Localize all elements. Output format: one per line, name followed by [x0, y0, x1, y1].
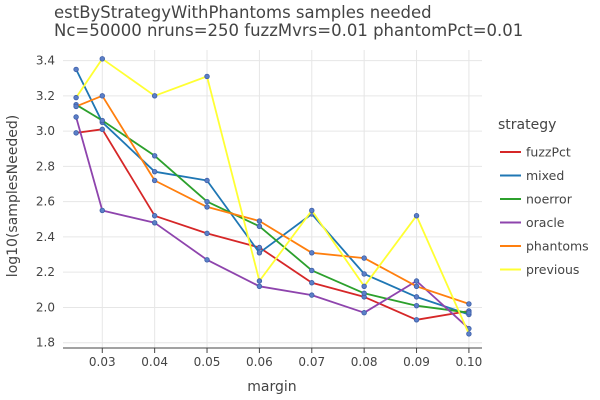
- data-point: [204, 198, 210, 205]
- x-tick-label: 0.08: [351, 355, 378, 369]
- data-point: [361, 283, 367, 289]
- series-layer: [73, 56, 472, 337]
- series-line-previous: [75, 57, 470, 335]
- legend-item-oracle: oracle: [500, 215, 565, 230]
- data-point: [256, 278, 263, 284]
- chart-title: estByStrategyWithPhantoms samples needed: [54, 3, 432, 22]
- y-tick-label: 3.2: [36, 89, 55, 103]
- y-tick-label: 2.2: [36, 265, 55, 279]
- data-point: [309, 267, 315, 274]
- data-point: [413, 278, 420, 284]
- series-line-mixed: [75, 69, 470, 316]
- legend-label: mixed: [526, 168, 564, 183]
- y-tick-label: 3.4: [36, 54, 55, 68]
- data-point: [151, 220, 158, 226]
- data-point: [99, 207, 105, 214]
- legend-label: previous: [526, 262, 579, 277]
- series-previous: [73, 56, 472, 337]
- data-point: [309, 250, 315, 256]
- x-tick-label: 0.07: [298, 355, 325, 369]
- data-point: [466, 310, 472, 316]
- y-tick-label: 3.0: [36, 124, 55, 138]
- legend-item-noerror: noerror: [500, 192, 573, 207]
- grid-layer: [63, 50, 482, 348]
- data-point: [256, 218, 263, 224]
- data-point: [151, 213, 158, 219]
- data-point: [151, 153, 158, 159]
- data-point: [204, 204, 210, 210]
- data-point: [204, 177, 210, 184]
- series-mixed: [73, 66, 472, 318]
- legend-item-fuzzPct: fuzzPct: [500, 145, 571, 160]
- series-line-phantoms: [75, 94, 470, 305]
- legend-title: strategy: [498, 117, 556, 133]
- data-point: [204, 257, 210, 263]
- data-point: [99, 93, 105, 99]
- y-tick-label: 2.6: [36, 195, 55, 209]
- data-point: [73, 103, 79, 110]
- data-point: [309, 207, 315, 214]
- data-point: [361, 255, 367, 261]
- x-tick-label: 0.09: [403, 355, 430, 369]
- data-point: [151, 177, 158, 184]
- x-tick-label: 0.06: [246, 355, 273, 369]
- data-point: [361, 310, 367, 316]
- legend-item-previous: previous: [500, 262, 579, 277]
- legend-label: fuzzPct: [526, 145, 571, 160]
- y-tick-label: 2.8: [36, 159, 55, 173]
- series-fuzzPct: [73, 126, 472, 323]
- series-oracle: [73, 114, 472, 332]
- x-tick-label: 0.05: [194, 355, 221, 369]
- data-point: [73, 114, 79, 120]
- series-line-noerror: [75, 103, 470, 314]
- legend: strategy fuzzPct mixed noerror oracle phanto…: [498, 117, 589, 277]
- data-point: [256, 283, 263, 289]
- data-point: [73, 66, 79, 73]
- data-point: [151, 93, 158, 99]
- data-point: [204, 230, 210, 237]
- data-point: [466, 301, 472, 307]
- legend-label: oracle: [526, 215, 565, 230]
- chart-subtitle: Nc=50000 nruns=250 fuzzMvrs=0.01 phantom…: [54, 21, 523, 40]
- data-point: [256, 250, 263, 256]
- x-tick-label: 0.04: [141, 355, 168, 369]
- x-tick-label: 0.10: [456, 355, 483, 369]
- tick-layer: 0.03 0.04 0.05 0.06 0.07 0.08 0.09 0.10 1.8 2.0 2.…: [36, 54, 482, 369]
- y-tick-label: 1.8: [36, 336, 55, 350]
- x-tick-label: 0.03: [89, 355, 116, 369]
- data-point: [151, 168, 158, 175]
- y-tick-label: 2.0: [36, 300, 55, 314]
- data-point: [413, 213, 420, 219]
- data-point: [99, 117, 105, 124]
- data-point: [413, 317, 420, 323]
- data-point: [413, 302, 420, 309]
- y-tick-label: 2.4: [36, 230, 55, 244]
- data-point: [99, 56, 105, 62]
- legend-item-phantoms: phantoms: [500, 239, 589, 254]
- legend-label: phantoms: [526, 239, 589, 254]
- data-point: [256, 223, 263, 230]
- data-point: [309, 292, 315, 298]
- data-point: [361, 290, 367, 297]
- data-point: [309, 280, 315, 286]
- data-point: [413, 283, 420, 289]
- data-point: [73, 94, 79, 101]
- data-point: [73, 130, 79, 136]
- legend-label: noerror: [526, 192, 573, 207]
- data-point: [413, 294, 420, 300]
- data-point: [466, 331, 472, 337]
- data-point: [204, 73, 210, 80]
- data-point: [256, 244, 263, 251]
- legend-item-mixed: mixed: [500, 168, 564, 183]
- series-phantoms: [73, 93, 472, 307]
- x-axis-title: margin: [247, 379, 296, 395]
- y-axis-title: log10(samplesNeeded): [5, 115, 21, 277]
- data-point: [99, 126, 105, 133]
- data-point: [361, 271, 367, 277]
